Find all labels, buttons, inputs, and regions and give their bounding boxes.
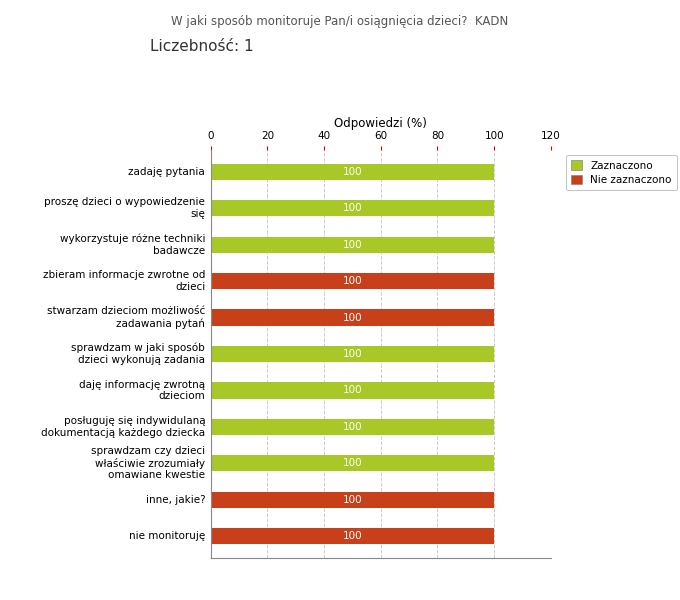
Bar — [211, 528, 494, 544]
Text: 100: 100 — [343, 276, 362, 286]
Text: 100: 100 — [343, 313, 362, 323]
Bar — [211, 164, 494, 180]
Bar — [211, 236, 494, 253]
Bar — [211, 491, 494, 508]
Bar — [211, 310, 494, 326]
Text: 100: 100 — [343, 385, 362, 395]
Text: W jaki sposób monitoruje Pan/i osiągnięcia dzieci?  KADN: W jaki sposób monitoruje Pan/i osiągnięc… — [171, 15, 509, 28]
Text: 100: 100 — [343, 422, 362, 432]
Text: 100: 100 — [343, 349, 362, 359]
Bar — [211, 382, 494, 398]
Bar — [211, 419, 494, 435]
Bar — [211, 455, 494, 472]
Text: 100: 100 — [343, 495, 362, 505]
Text: 100: 100 — [343, 458, 362, 468]
Bar — [211, 346, 494, 362]
Text: Liczebność: 1: Liczebność: 1 — [150, 39, 253, 54]
Bar — [211, 273, 494, 289]
X-axis label: Odpowiedzi (%): Odpowiedzi (%) — [335, 117, 427, 130]
Text: 100: 100 — [343, 167, 362, 177]
Bar — [211, 200, 494, 217]
Text: 100: 100 — [343, 203, 362, 213]
Text: 100: 100 — [343, 531, 362, 541]
Legend: Zaznaczono, Nie zaznaczono: Zaznaczono, Nie zaznaczono — [566, 155, 677, 190]
Text: 100: 100 — [343, 240, 362, 250]
